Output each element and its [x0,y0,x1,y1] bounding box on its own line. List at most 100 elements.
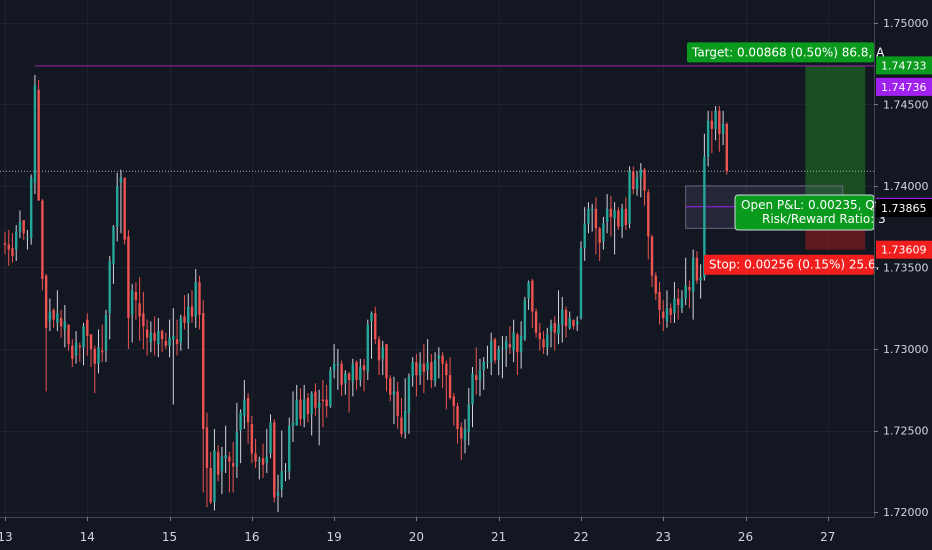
pnl-label-text: Open P&L: 0.00235, Qty [741,198,887,212]
candle-124 [467,388,470,446]
candle-47 [179,314,182,351]
candle-90 [340,360,343,397]
candle-18 [71,339,74,367]
candle-body-50 [190,306,194,317]
candle-body-79 [299,399,302,420]
candle-183 [688,280,691,309]
candle-body-151 [568,318,571,328]
candle-body-140 [527,282,530,299]
candle-143 [538,322,542,351]
candle-81 [306,393,310,423]
candle-body-164 [617,210,620,227]
candle-body-192 [721,123,725,134]
candle-body-48 [183,316,186,323]
candle-body-183 [688,287,691,291]
candle-179 [673,282,676,323]
candle-body-49 [187,306,190,323]
candle-86 [325,384,328,418]
candle-body-47 [179,318,182,343]
candle-body-6 [26,238,29,240]
candle-148 [557,290,560,345]
x-tick-label-6: 21 [491,530,506,544]
candle-112 [422,344,426,394]
target-zone [805,66,866,207]
candle-body-113 [426,362,429,371]
candle-32 [123,177,126,245]
y-tick-label-3: 1.73500 [883,261,929,274]
candle-body-69 [261,458,265,465]
candle-5 [22,220,25,240]
candle-36 [138,277,141,341]
candle-body-23 [89,334,93,350]
candle-59 [224,425,227,473]
candle-body-139 [523,300,527,340]
candle-108 [407,373,411,434]
candle-158 [594,197,598,255]
candle-body-60 [228,456,231,462]
candle-body-137 [516,334,519,353]
candle-body-38 [145,329,149,338]
candle-127 [478,358,482,397]
candle-body-190 [714,110,717,129]
candle-130 [490,332,493,376]
candle-190 [714,106,717,141]
candle-body-32 [123,177,126,240]
candle-40 [153,316,156,356]
stop-label-text: Stop: 0.00256 (0.15%) 25.6, [709,258,879,272]
candle-193 [725,122,729,175]
candle-body-182 [684,285,687,299]
x-tick-label-3: 16 [244,530,259,544]
candle-body-157 [590,208,594,211]
candle-175 [658,282,661,325]
y-tick-label-1: 1.72500 [883,425,929,438]
candle-body-122 [460,427,463,439]
x-tick-label-10: 27 [820,530,835,544]
candle-body-37 [142,313,145,327]
candle-body-167 [628,171,631,224]
candle-178 [669,303,672,323]
candle-26 [101,324,104,363]
candle-body-75 [284,471,287,473]
candle-body-86 [325,399,328,407]
candle-body-28 [108,260,111,314]
candle-145 [546,327,549,356]
price-axis[interactable]: 1.72000 1.72500 1.73000 1.73500 1.74000 1.745… [874,17,929,519]
candle-156 [587,202,590,234]
position-labels: Target: 0.00868 (0.50%) 86.8, A Open P&L:… [687,42,887,275]
candle-body-13 [52,309,55,320]
candle-152 [572,319,575,330]
candle-172 [647,189,650,260]
candle-body-163 [613,210,616,219]
candle-12 [48,298,52,332]
candle-39 [149,321,153,353]
candle-74 [280,430,283,498]
candle-92 [347,371,351,413]
candle-98 [370,311,373,359]
candle-139 [523,296,527,341]
candle-body-128 [482,362,485,371]
candle-body-71 [269,422,272,454]
candle-48 [183,295,186,330]
candle-91 [344,370,347,395]
candle-79 [299,388,302,426]
candle-73 [276,474,280,513]
candle-body-141 [531,280,534,312]
time-axis[interactable]: 13 14 15 16 19 20 21 22 23 26 27 [0,517,835,544]
candle-164 [617,207,620,230]
candle-19 [74,331,78,364]
candle-body-177 [665,308,669,322]
candle-123 [463,419,467,454]
candle-body-180 [677,298,680,305]
candle-body-136 [512,332,515,351]
target-label-text: Target: 0.00868 (0.50%) 86.8, A [691,45,885,59]
x-tick-label-9: 26 [738,530,753,544]
candle-3 [15,225,18,261]
candle-body-146 [549,324,553,332]
candle-84 [317,389,321,446]
reference-lines [0,65,874,172]
candle-body-10 [41,200,44,279]
candle-68 [258,456,261,480]
